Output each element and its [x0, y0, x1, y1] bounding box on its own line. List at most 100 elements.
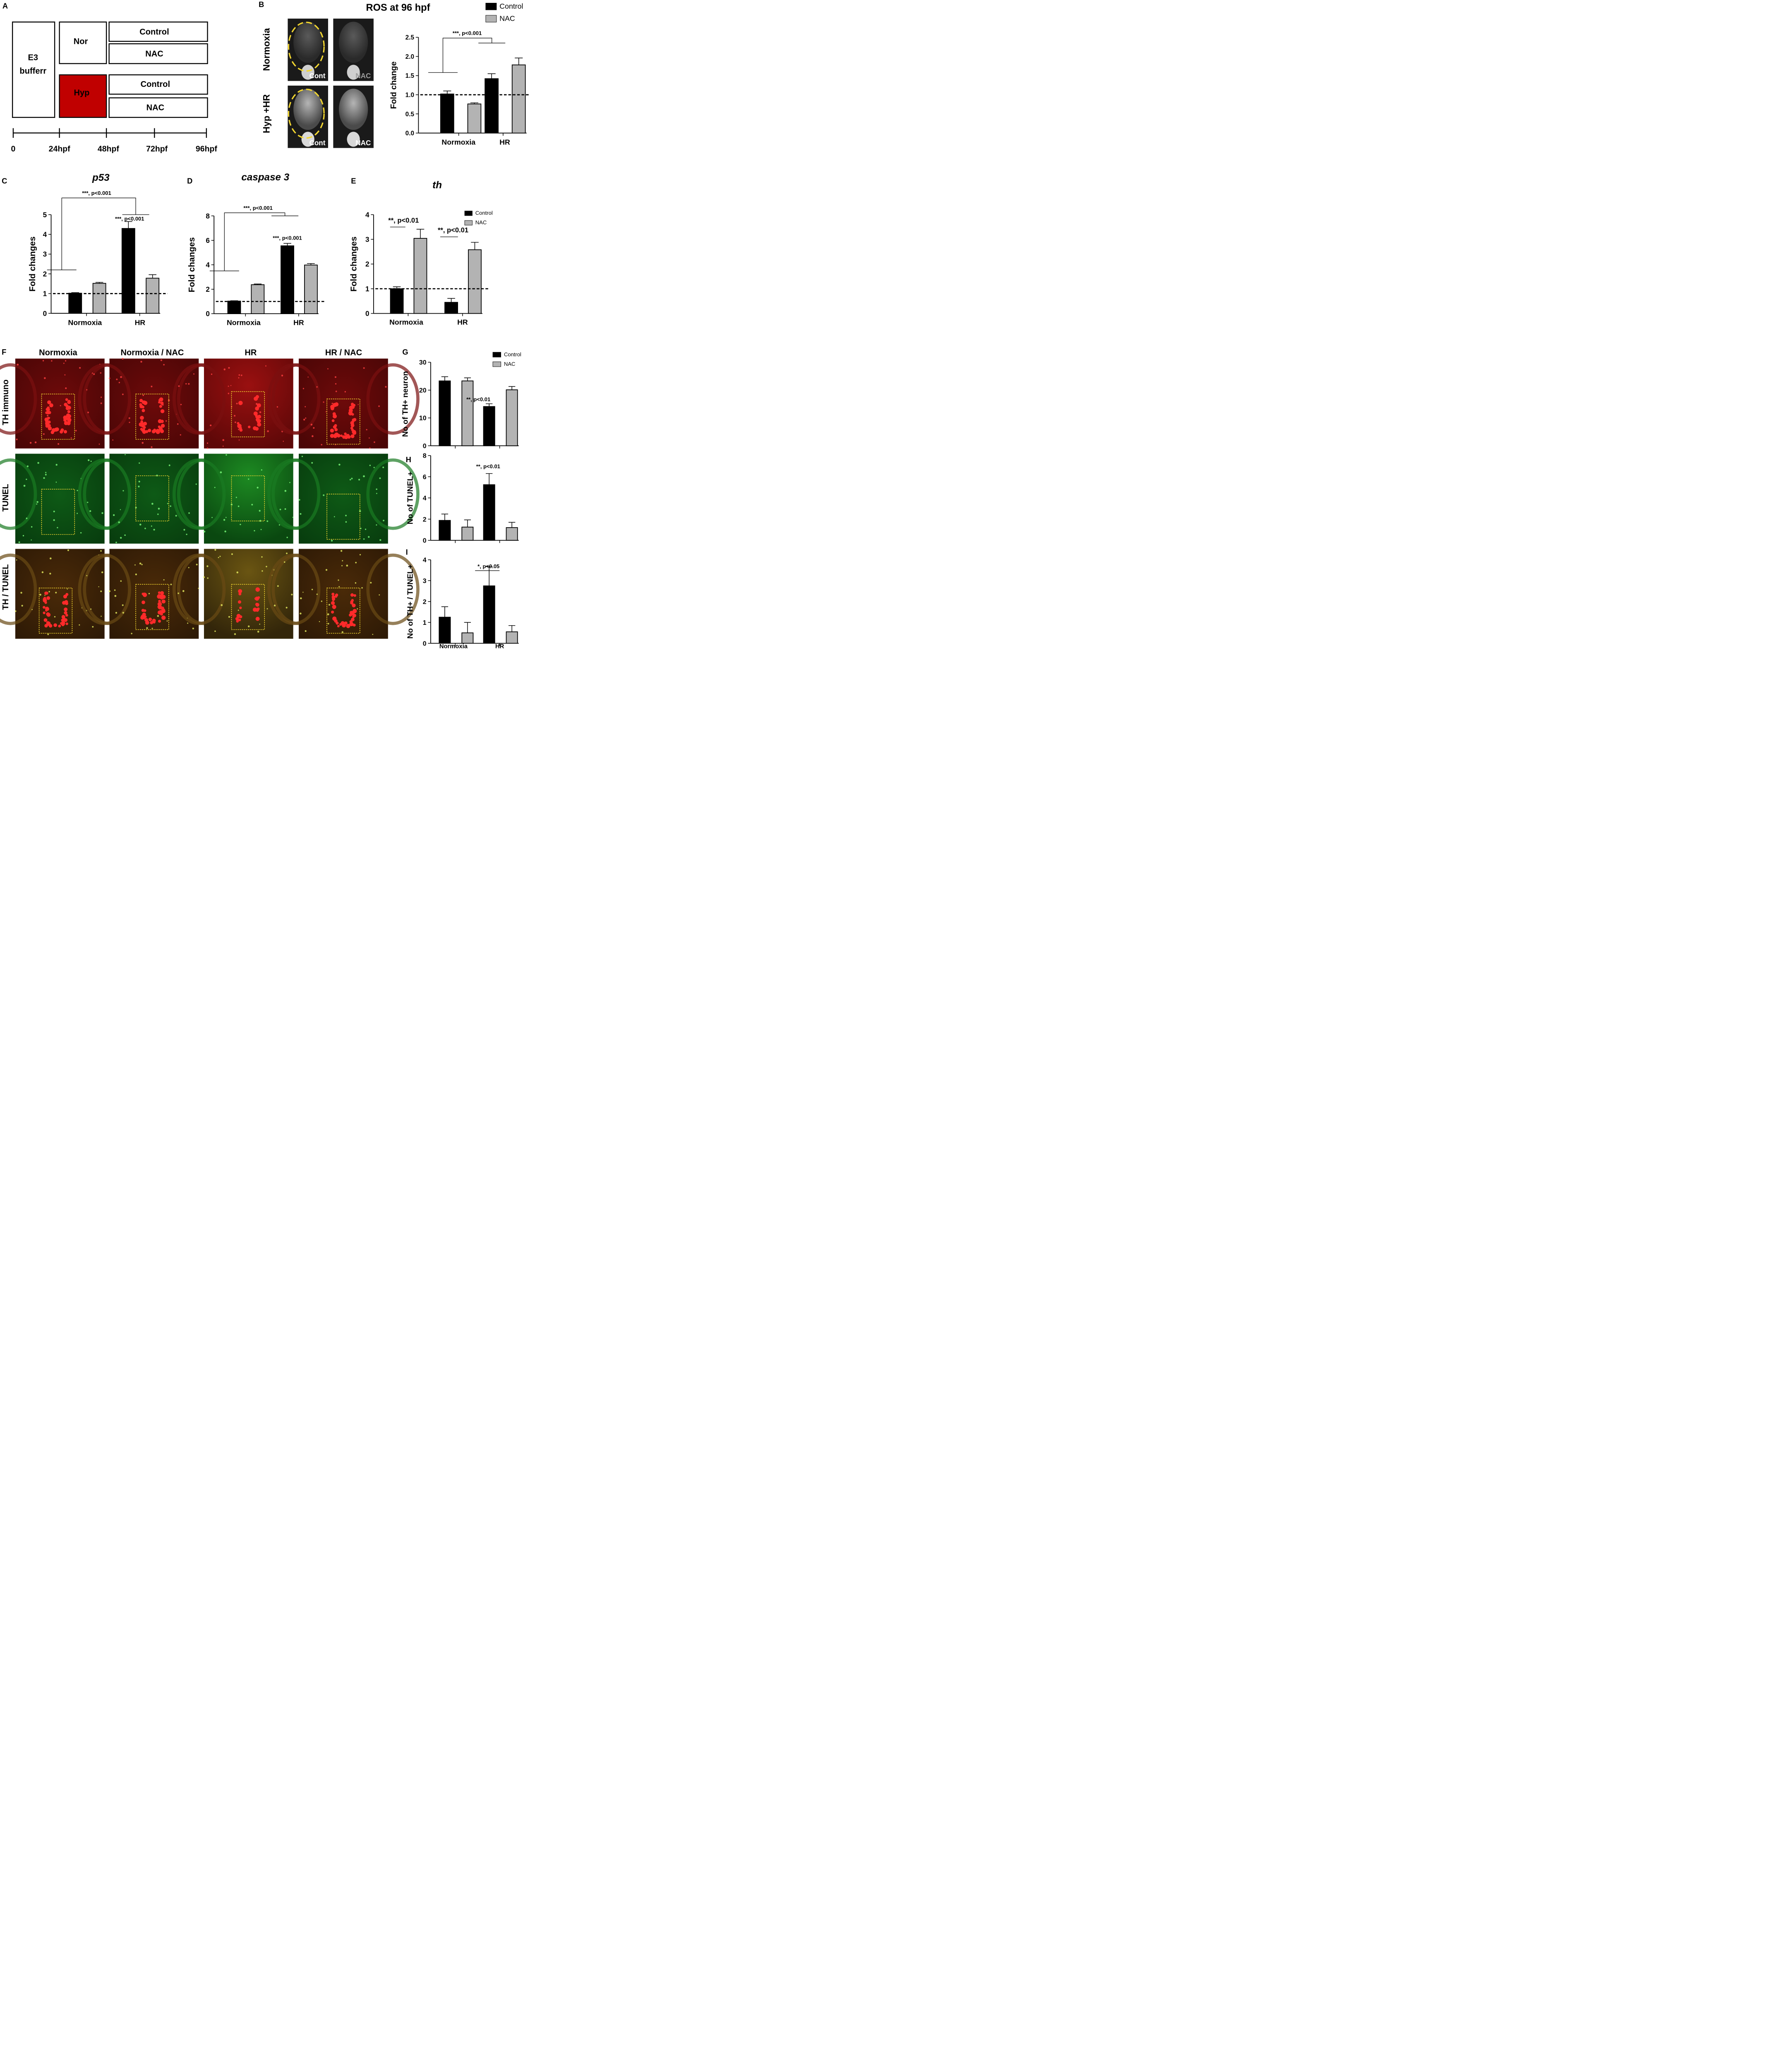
th-neuron: [53, 623, 58, 627]
row-label-hyp-hr: Hyp +HR: [261, 94, 272, 133]
panel-b-row-labels: Normoxia Hyp +HR: [261, 28, 272, 133]
micrograph: [267, 358, 420, 449]
speckle: [31, 539, 32, 541]
speckle: [259, 520, 261, 522]
th-neuron: [64, 600, 68, 604]
nor-label: Nor: [74, 37, 88, 46]
th-neuron: [157, 594, 161, 597]
timeline: [12, 128, 207, 138]
nor-control-label: Control: [139, 28, 169, 37]
speckle: [311, 588, 313, 590]
th-neuron: [346, 434, 350, 437]
th-neuron: [350, 421, 354, 425]
speckle: [328, 604, 330, 606]
speckle: [90, 461, 92, 462]
speckle: [22, 535, 24, 537]
speckle: [363, 538, 365, 540]
speckle: [363, 367, 365, 369]
speckle: [87, 411, 89, 413]
roi-box: [326, 398, 360, 445]
speckle: [47, 634, 49, 635]
th-neuron: [61, 618, 65, 622]
e3-label-line2: bufferr: [19, 67, 46, 76]
th-neuron: [353, 624, 356, 627]
th-neuron: [66, 413, 70, 418]
speckle: [67, 549, 70, 551]
speckle: [361, 587, 363, 589]
th-neuron: [158, 399, 161, 402]
legend-item: NAC: [485, 14, 515, 23]
speckle: [160, 359, 162, 361]
hyp-box: [59, 74, 107, 118]
speckle: [112, 439, 114, 441]
speckle: [238, 377, 240, 379]
speckle: [185, 383, 187, 385]
micrograph-background: [299, 454, 388, 544]
th-neuron: [153, 621, 156, 624]
speckle: [138, 480, 140, 482]
speckle: [86, 389, 88, 391]
chart-h: 0 2 4 6 8 No of TUNEL+ **, p<0.01: [406, 453, 519, 544]
speckle: [222, 445, 224, 447]
speckle: [139, 462, 140, 464]
category-label: HR: [135, 319, 146, 327]
th-neuron: [142, 409, 145, 413]
speckle: [319, 621, 320, 622]
th-neuron: [141, 424, 145, 428]
y-tick-label: 0: [43, 309, 47, 317]
speckle: [114, 595, 117, 597]
speckle: [300, 597, 302, 600]
speckle: [122, 394, 124, 395]
y-tick-label: 8: [423, 453, 427, 460]
speckle: [221, 604, 223, 606]
speckle: [100, 402, 102, 404]
speckle: [114, 589, 116, 591]
th-neuron: [257, 596, 260, 599]
legend-swatch: [485, 2, 497, 10]
speckle: [108, 377, 110, 379]
speckle: [311, 462, 313, 464]
speckle: [180, 403, 182, 406]
th-neuron: [253, 411, 258, 416]
speckle: [141, 564, 143, 565]
speckle: [259, 510, 261, 512]
error-bar: [486, 473, 493, 485]
error-bar: [441, 514, 449, 521]
speckle: [228, 616, 230, 618]
speckle: [234, 421, 236, 423]
error-bar: [283, 243, 291, 246]
tissue-outline: [172, 458, 226, 530]
speckle: [261, 469, 262, 471]
panel-letter-f: F: [2, 348, 6, 356]
speckle: [39, 593, 41, 596]
chart-i: 0 1 2 3 4 Normoxia HR No of TH+ / TUNEL+ *, p<0.…: [406, 557, 519, 650]
error-bar: [464, 377, 471, 381]
th-neuron: [160, 409, 165, 413]
speckle: [54, 616, 56, 618]
th-neuron: [350, 403, 354, 406]
speckle: [219, 556, 221, 557]
speckle: [338, 463, 341, 466]
th-neuron: [158, 591, 161, 594]
speckle: [80, 532, 82, 534]
speckle: [349, 479, 351, 480]
th-neuron: [64, 618, 68, 622]
bar: [390, 288, 404, 314]
y-tick-label: 2.0: [405, 53, 414, 60]
y-tick-label: 6: [423, 474, 427, 481]
speckle: [344, 391, 346, 393]
th-neuron: [331, 610, 334, 614]
panel-letter-d: D: [187, 176, 192, 185]
speckle: [365, 528, 367, 530]
y-tick-label: 4: [423, 557, 427, 564]
speckle: [98, 443, 100, 445]
speckle: [187, 622, 189, 624]
yolk-sac: [347, 132, 360, 147]
speckle: [55, 464, 58, 466]
speckle: [206, 442, 209, 444]
speckle: [53, 511, 55, 512]
ros-image: NAC: [333, 85, 374, 148]
panel-letter-h: H: [406, 455, 411, 464]
bar: [461, 632, 474, 644]
column-label: Normoxia: [39, 348, 77, 358]
